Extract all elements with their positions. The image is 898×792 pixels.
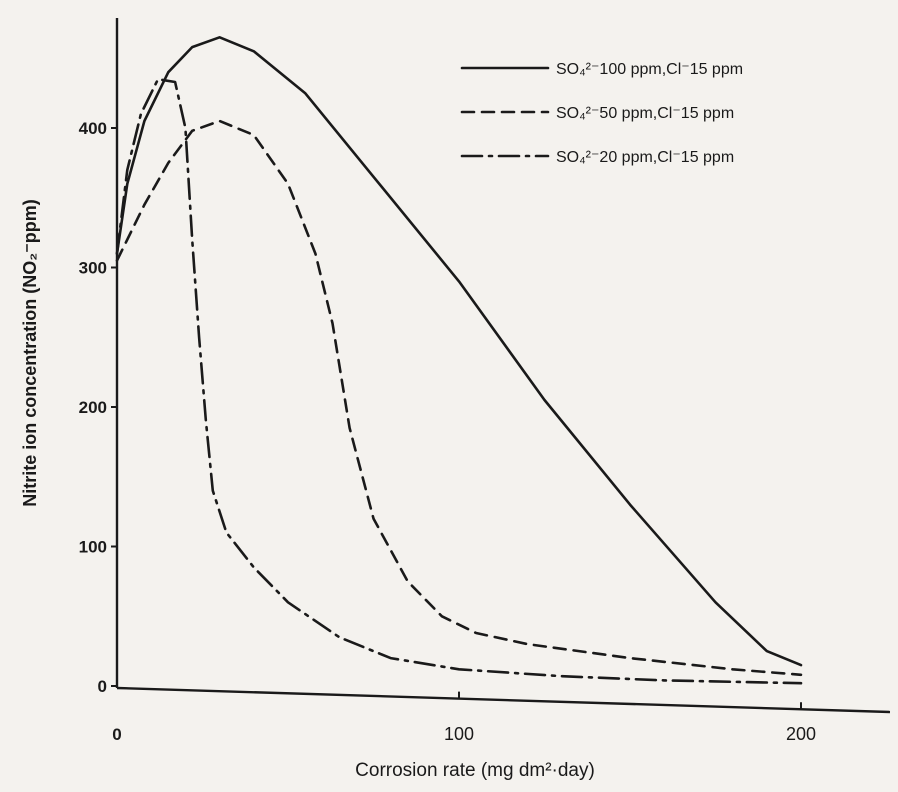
y-tick-label: 100	[79, 538, 107, 557]
legend-label-1: SO₄²⁻100 ppm,Cl⁻15 ppm	[556, 61, 743, 78]
y-tick-label: 0	[98, 677, 107, 696]
series-line-3	[115, 77, 803, 685]
series-line-1	[115, 36, 803, 667]
legend-label-3: SO₄²⁻20 ppm,Cl⁻15 ppm	[556, 149, 734, 166]
x-axis-line	[116, 686, 891, 714]
x-axis-label: Corrosion rate (mg dm²·day)	[355, 760, 595, 781]
y-axis-label: Nitrite ion concentration (NO₂⁻ppm)	[20, 199, 40, 507]
y-tick-label: 400	[79, 119, 107, 138]
y-tick-label: 300	[79, 259, 107, 278]
tick-labels: 0 100 200 300 400 0 100 200	[79, 119, 816, 744]
legend-label-2: SO₄²⁻50 ppm,Cl⁻15 ppm	[556, 105, 734, 122]
x-tick-label: 0	[112, 725, 121, 744]
axes	[115, 18, 891, 714]
plot-area	[115, 36, 803, 685]
legend: SO₄²⁻100 ppm,Cl⁻15 ppm SO₄²⁻50 ppm,Cl⁻15 …	[460, 61, 743, 166]
x-tick-label: 100	[444, 724, 474, 744]
series-line-2	[115, 119, 803, 677]
y-tick-label: 200	[79, 398, 107, 417]
x-tick-label: 200	[786, 724, 816, 744]
